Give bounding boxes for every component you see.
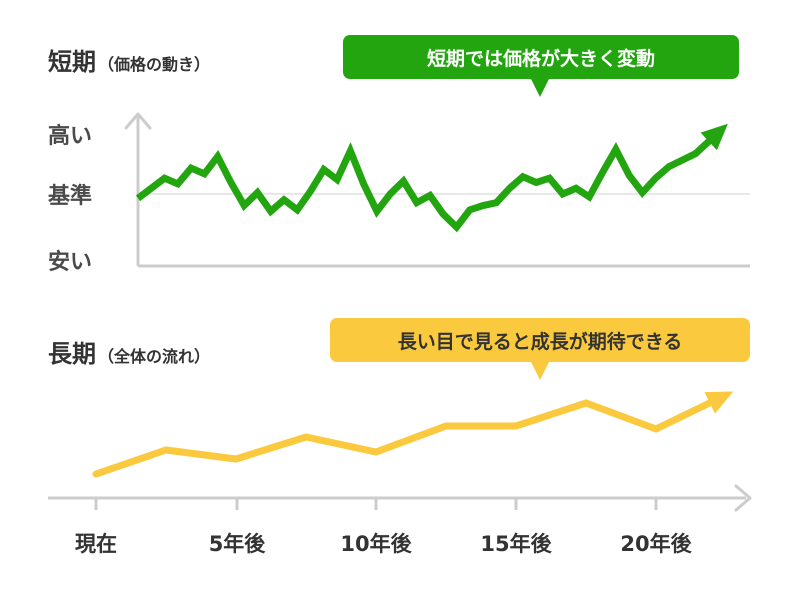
- long-term-title-text: 長期: [48, 340, 96, 368]
- short-term-subtitle: （価格の動き）: [98, 55, 211, 74]
- short-term-title-text: 短期: [48, 48, 96, 76]
- short-term-title: 短期 （価格の動き）: [48, 42, 210, 77]
- y-label-high: 高い: [48, 124, 93, 149]
- long-term-subtitle: （全体の流れ）: [98, 347, 211, 366]
- long-term-arrowhead: [704, 391, 734, 414]
- x-label-5y: 5年後: [208, 532, 266, 556]
- long-term-title: 長期 （全体の流れ）: [48, 334, 210, 369]
- short-term-line: [135, 126, 725, 233]
- x-label-20y: 20年後: [620, 532, 692, 556]
- x-label-15y: 15年後: [480, 532, 552, 556]
- short-term-callout: 短期では価格が大きく変動: [343, 35, 739, 97]
- y-label-low: 安い: [48, 250, 93, 275]
- long-x-axis-arrow: [734, 484, 752, 512]
- long-term-line: [92, 391, 730, 478]
- x-label-10y: 10年後: [340, 532, 412, 556]
- short-y-axis-arrow: [124, 112, 152, 130]
- x-label-now: 現在: [75, 532, 117, 556]
- y-label-base: 基準: [48, 184, 93, 209]
- long-term-callout: 長い目で見ると成長が期待できる: [330, 318, 750, 380]
- short-term-arrowhead: [700, 123, 728, 151]
